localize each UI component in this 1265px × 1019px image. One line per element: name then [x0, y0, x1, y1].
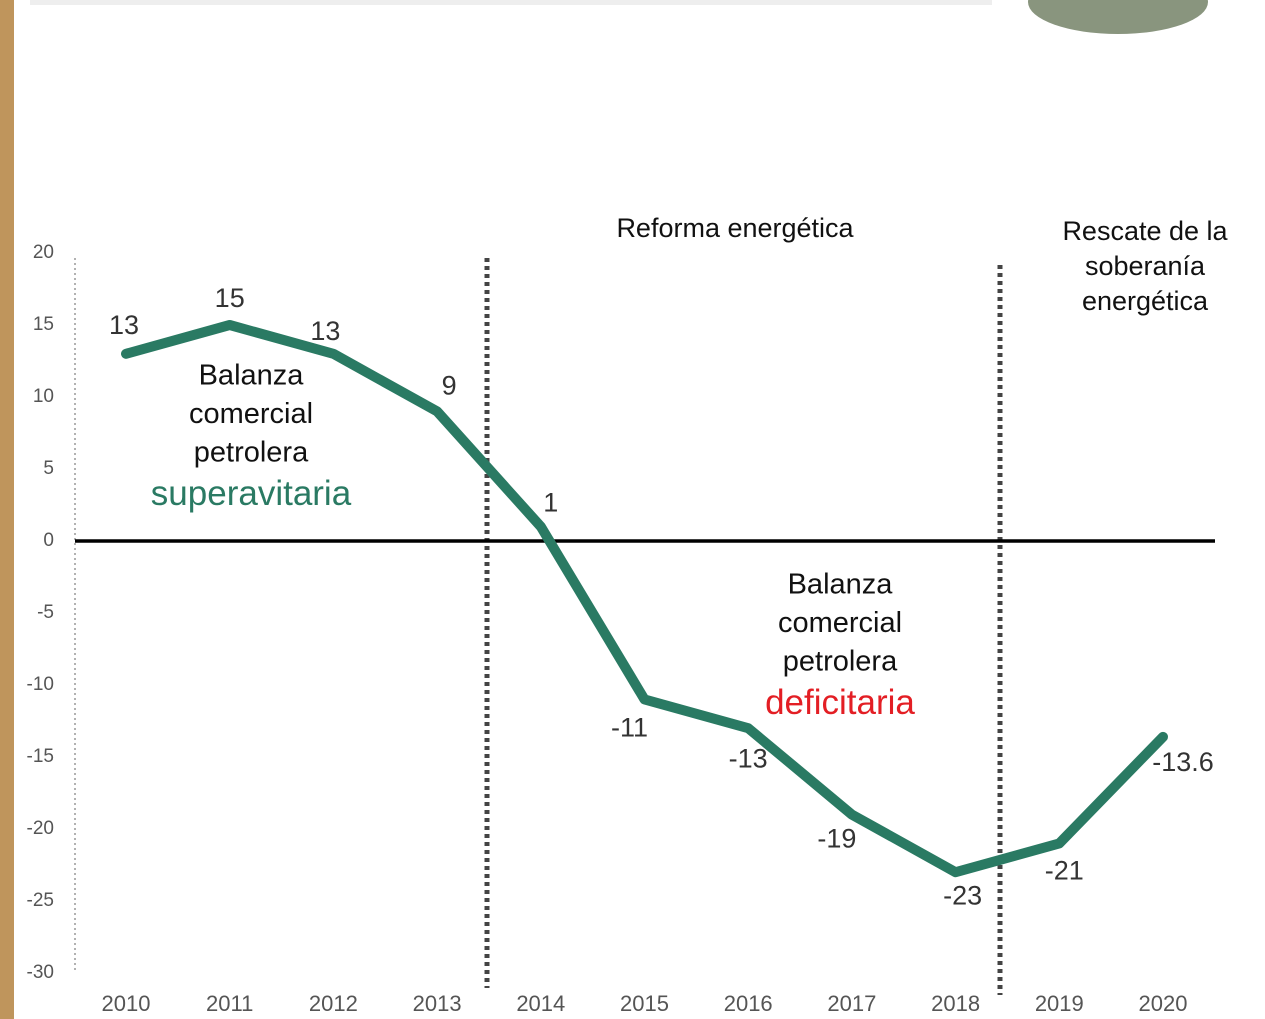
data-label: 1 — [543, 488, 558, 518]
data-label: 13 — [310, 316, 340, 346]
x-tick-label: 2010 — [102, 991, 151, 1016]
annotation: soberanía — [1085, 251, 1206, 281]
x-tick-label: 2017 — [827, 991, 876, 1016]
y-tick-label: 10 — [33, 386, 54, 407]
y-tick-label: 15 — [33, 314, 54, 335]
y-tick-label: -5 — [37, 602, 54, 623]
y-tick-label: 0 — [43, 530, 54, 551]
annotation: energética — [1082, 286, 1209, 316]
top-bar — [30, 0, 992, 5]
data-label: -11 — [611, 713, 648, 743]
x-tick-label: 2014 — [516, 991, 565, 1016]
annotation: comercial — [778, 607, 902, 639]
y-tick-label: -25 — [27, 890, 54, 911]
annotation: petrolera — [783, 646, 898, 678]
annotation: comercial — [189, 398, 313, 430]
y-tick-label: -20 — [27, 818, 54, 839]
annotation: Reforma energética — [616, 213, 854, 243]
annotation: Rescate de la — [1062, 216, 1228, 246]
x-tick-label: 2016 — [724, 991, 773, 1016]
annotation-highlight: deficitaria — [765, 683, 915, 722]
data-label: 9 — [442, 371, 457, 401]
x-tick-label: 2013 — [413, 991, 462, 1016]
data-label: -19 — [817, 824, 856, 854]
data-label: 15 — [215, 283, 245, 313]
y-tick-label: -15 — [27, 746, 54, 767]
line — [121, 320, 1168, 878]
data-label: -13.6 — [1152, 747, 1214, 777]
y-tick-label: -30 — [27, 962, 54, 983]
data-label: 13 — [109, 310, 139, 340]
y-tick-label: 5 — [43, 458, 54, 479]
data-label: -23 — [943, 880, 982, 910]
x-tick-label: 2020 — [1139, 991, 1188, 1016]
x-tick-label: 2018 — [931, 991, 980, 1016]
data-label: -13 — [729, 743, 768, 773]
annotation: Balanza — [788, 569, 894, 601]
y-tick-label: -10 — [27, 674, 54, 695]
annotation: Balanza — [199, 360, 305, 392]
annotation: petrolera — [194, 437, 309, 469]
x-tick-label: 2019 — [1035, 991, 1084, 1016]
annotation-highlight: superavitaria — [151, 474, 352, 513]
logo — [1028, 0, 1208, 34]
x-tick-label: 2011 — [206, 991, 253, 1016]
y-tick-label: 20 — [33, 242, 54, 263]
data-label: -21 — [1045, 856, 1084, 886]
x-tick-label: 2012 — [309, 991, 358, 1016]
x-tick-label: 2015 — [620, 991, 669, 1016]
side-strip — [0, 0, 14, 1019]
